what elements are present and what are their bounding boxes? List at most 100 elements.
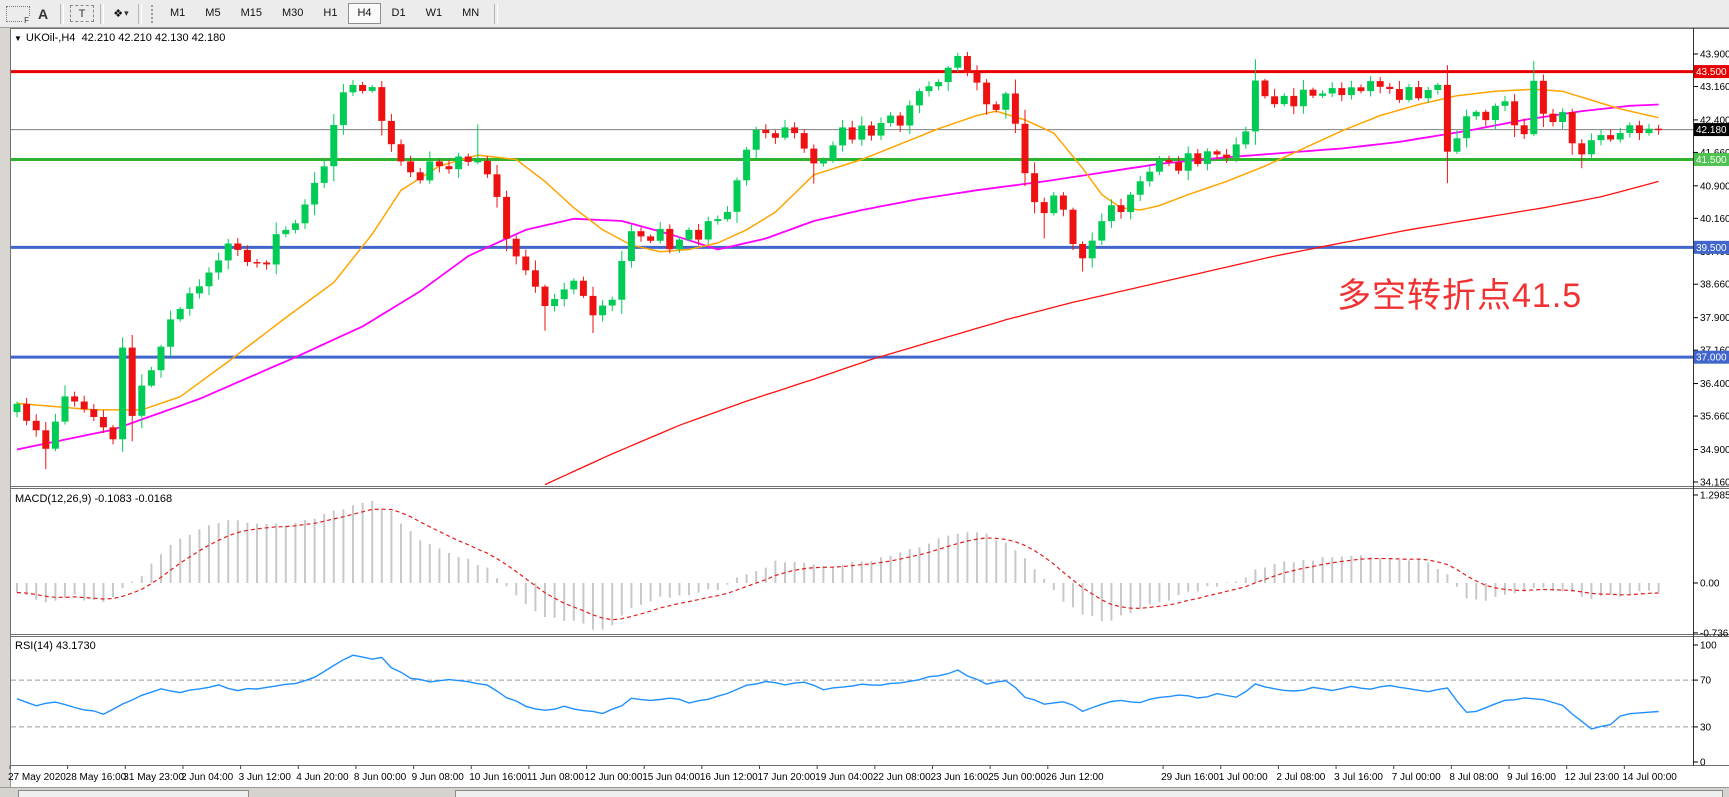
toolbar-separator — [138, 3, 142, 24]
time-label: 11 Jun 08:00 — [527, 772, 585, 783]
price-tick-label: 43.160 — [1700, 82, 1729, 93]
time-label: 31 May 23:00 — [123, 772, 184, 783]
time-label: 27 May 2020 — [8, 772, 66, 783]
candlestick-series — [13, 52, 1663, 470]
chart-ohlc-values: 42.210 42.210 42.130 42.180 — [81, 32, 226, 44]
time-label: 3 Jul 16:00 — [1334, 772, 1383, 783]
tf-button-M30[interactable]: M30 — [281, 7, 304, 19]
time-label: 8 Jun 00:00 — [354, 772, 407, 783]
ma-fast-orange-line — [16, 88, 1659, 411]
tf-button-H1[interactable]: H1 — [323, 7, 338, 19]
chart-symbol: UKOil-,H4 — [25, 32, 76, 44]
chart-title: ▼ UKOil-,H4 42.210 42.210 42.130 42.180 — [14, 32, 225, 44]
time-label: 12 Jul 23:00 — [1565, 772, 1620, 783]
time-label: 28 May 16:00 — [66, 772, 127, 783]
symbol-dropdown-icon[interactable]: ▼ — [14, 34, 22, 43]
tf-button-H4[interactable]: H4 — [348, 3, 381, 24]
annotate-a-icon[interactable]: A — [37, 5, 49, 22]
timeframe-toolbar: M1 M5 M15 M30 H1 H4 D1 W1 MN — [160, 3, 489, 24]
time-label: 9 Jul 16:00 — [1507, 772, 1556, 783]
bottom-tab-strip — [0, 787, 1729, 797]
price-tick-label: 38.660 — [1700, 280, 1729, 291]
time-label: 10 Jun 16:00 — [469, 772, 527, 783]
time-label: 25 Jun 00:00 — [988, 772, 1046, 783]
tf-button-M5[interactable]: M5 — [205, 7, 221, 19]
macd-histogram — [16, 501, 1660, 630]
tf-button-W1[interactable]: W1 — [425, 7, 443, 19]
price-badge-label: 42.180 — [1696, 125, 1727, 136]
price-tick-label: 34.160 — [1700, 477, 1729, 488]
time-label: 19 Jun 04:00 — [815, 772, 873, 783]
chart-canvas[interactable]: 43.90043.16042.40041.66040.90040.16039.4… — [0, 28, 1729, 797]
annotation-text: 多空转折点41.5 — [1337, 277, 1583, 315]
time-label: 16 Jun 12:00 — [700, 772, 758, 783]
macd-tick-label: -0.7362 — [1700, 628, 1729, 639]
rsi-tick-label: 100 — [1700, 641, 1717, 652]
time-label: 2 Jul 08:00 — [1276, 772, 1325, 783]
time-label: 8 Jul 08:00 — [1449, 772, 1498, 783]
time-label: 14 Jul 00:00 — [1622, 772, 1677, 783]
arrows-dropdown-button[interactable]: ❖ ▾ — [110, 4, 132, 24]
tick-grid-icon[interactable]: F — [6, 5, 30, 25]
price-tick-label: 42.400 — [1700, 115, 1729, 126]
text-label-icon[interactable]: T — [70, 5, 94, 22]
time-label: 12 Jun 00:00 — [585, 772, 643, 783]
price-tick-label: 40.900 — [1700, 181, 1729, 192]
price-badge-label: 39.500 — [1696, 243, 1727, 254]
price-tick-label: 37.900 — [1700, 313, 1729, 324]
tf-button-M1[interactable]: M1 — [170, 7, 186, 19]
price-tick-label: 36.400 — [1700, 379, 1729, 390]
chart-tab[interactable] — [455, 790, 1723, 797]
toolbar-grip[interactable] — [151, 4, 156, 23]
rsi-indicator-label: RSI(14) 43.1730 — [15, 640, 96, 652]
price-badge-41.500 — [1694, 152, 1729, 166]
rsi-tick-label: 30 — [1700, 722, 1712, 733]
price-badge-label: 37.000 — [1696, 353, 1727, 364]
chevron-down-icon: ▾ — [124, 8, 129, 18]
price-tick-label: 34.900 — [1700, 445, 1729, 456]
ma-slow-red-line — [544, 180, 1659, 486]
time-label: 29 Jun 16:00 — [1161, 772, 1219, 783]
time-label: 15 Jun 04:00 — [642, 772, 700, 783]
chart-area[interactable]: 43.90043.16042.40041.66040.90040.16039.4… — [0, 28, 1729, 797]
chart-tab[interactable] — [18, 790, 249, 797]
price-tick-label: 43.900 — [1700, 50, 1729, 61]
price-badge-42.180 — [1694, 123, 1729, 137]
macd-tick-label: 1.2985 — [1700, 491, 1729, 502]
toolbar-separator — [60, 3, 64, 24]
price-badge-label: 41.500 — [1696, 155, 1727, 166]
time-label: 26 Jun 12:00 — [1046, 772, 1104, 783]
toolbar-separator — [100, 3, 104, 24]
time-label: 9 Jun 08:00 — [412, 772, 465, 783]
time-label: 3 Jun 12:00 — [239, 772, 292, 783]
rsi-tick-label: 0 — [1700, 758, 1706, 769]
time-label: 1 Jul 00:00 — [1219, 772, 1268, 783]
price-tick-label: 40.160 — [1700, 214, 1729, 225]
panel-background — [10, 28, 1729, 766]
time-label: 7 Jul 00:00 — [1392, 772, 1441, 783]
time-label: 17 Jun 20:00 — [758, 772, 816, 783]
arrows-icon: ❖ — [113, 8, 123, 20]
macd-tick-label: 0.00 — [1700, 579, 1720, 590]
toolbar-separator — [494, 3, 499, 24]
ma-mid-magenta-line — [16, 103, 1659, 451]
tf-button-M15[interactable]: M15 — [240, 7, 262, 19]
rsi-line — [16, 654, 1659, 730]
price-tick-label: 35.660 — [1700, 412, 1729, 423]
time-label: 22 Jun 08:00 — [873, 772, 931, 783]
time-label: 23 Jun 16:00 — [930, 772, 988, 783]
tf-button-MN[interactable]: MN — [462, 7, 480, 19]
price-badge-39.500 — [1694, 240, 1729, 254]
toolbar: F A T ❖ ▾ M1 M5 M15 M30 H1 H4 D1 W1 MN — [0, 0, 1729, 28]
time-label: 4 Jun 20:00 — [296, 772, 349, 783]
price-badge-label: 43.500 — [1696, 67, 1727, 78]
time-label: 2 Jun 04:00 — [181, 772, 234, 783]
tf-button-D1[interactable]: D1 — [391, 7, 406, 19]
price-badge-37.000 — [1694, 350, 1729, 364]
price-badge-43.500 — [1694, 65, 1729, 79]
macd-indicator-label: MACD(12,26,9) -0.1083 -0.0168 — [15, 493, 173, 505]
rsi-tick-label: 70 — [1700, 676, 1712, 687]
macd-signal-line — [16, 508, 1659, 621]
